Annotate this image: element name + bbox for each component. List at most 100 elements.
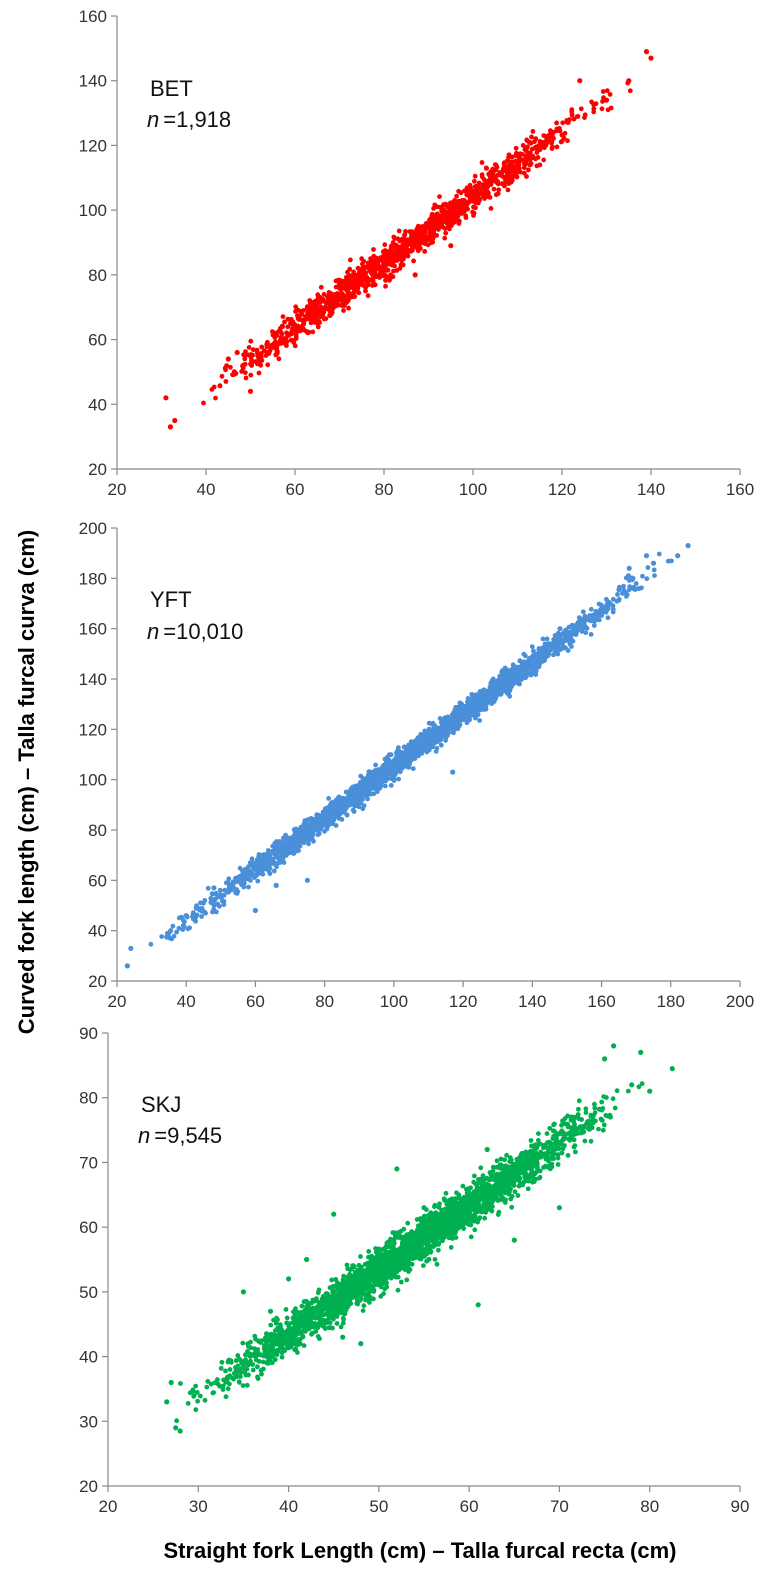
data-point <box>522 653 528 659</box>
data-point <box>308 816 314 821</box>
data-point <box>442 733 448 739</box>
data-point <box>591 623 597 628</box>
data-point <box>306 841 311 847</box>
x-tick-label: 160 <box>587 992 615 1011</box>
data-point <box>571 1144 577 1150</box>
data-point <box>396 776 401 782</box>
data-point <box>611 596 616 602</box>
data-point <box>574 114 580 119</box>
data-point <box>645 565 651 570</box>
data-point <box>181 918 186 923</box>
data-point <box>346 305 351 311</box>
data-point <box>310 304 315 310</box>
data-point <box>411 258 416 264</box>
data-point <box>557 128 563 134</box>
data-point <box>323 316 329 321</box>
y-tick-label: 30 <box>79 1412 98 1431</box>
data-point <box>328 804 334 810</box>
data-point <box>277 337 283 343</box>
data-point <box>496 181 501 187</box>
data-point <box>279 844 285 849</box>
data-point <box>285 316 291 322</box>
data-point <box>334 1321 340 1326</box>
data-point <box>610 1096 616 1102</box>
data-point <box>434 745 440 751</box>
data-point <box>356 801 361 807</box>
data-point <box>363 288 368 294</box>
data-point <box>284 343 289 348</box>
data-point <box>517 681 522 687</box>
data-point <box>605 605 611 611</box>
data-point <box>240 362 246 368</box>
data-point <box>342 293 348 299</box>
scatter-points <box>163 49 654 430</box>
x-tick-label: 80 <box>640 1497 659 1516</box>
data-point <box>532 139 537 145</box>
data-point <box>432 729 438 735</box>
data-point <box>373 762 378 768</box>
x-tick-label: 60 <box>246 992 265 1011</box>
data-point <box>259 344 265 350</box>
data-point <box>308 320 314 326</box>
data-point <box>415 224 421 229</box>
data-point <box>338 811 343 816</box>
data-point <box>299 312 305 317</box>
data-point <box>223 1368 228 1374</box>
data-point <box>458 190 464 196</box>
data-point <box>397 255 403 260</box>
data-point <box>183 913 189 919</box>
data-point <box>266 855 272 860</box>
data-point <box>225 356 231 362</box>
y-tick-label: 40 <box>88 922 107 941</box>
x-axis-title: Straight fork Length (cm) – Talla furcal… <box>163 1538 676 1563</box>
data-point <box>505 187 511 193</box>
data-point <box>404 248 409 254</box>
data-point <box>439 204 445 210</box>
data-point <box>627 88 633 94</box>
x-tick-label: 140 <box>637 480 665 499</box>
data-point <box>223 1394 229 1400</box>
data-point <box>431 724 437 730</box>
data-point <box>403 229 408 234</box>
data-point <box>474 188 480 193</box>
data-point <box>193 918 199 924</box>
data-point <box>552 648 558 654</box>
data-point <box>378 258 384 263</box>
n-symbol: n <box>147 619 159 644</box>
data-point <box>507 693 513 699</box>
data-point <box>621 583 626 589</box>
data-point <box>290 338 296 343</box>
data-point <box>510 159 515 165</box>
data-point <box>605 615 611 621</box>
data-point <box>381 252 387 258</box>
data-point <box>550 129 556 136</box>
data-point <box>293 831 299 837</box>
data-point <box>304 877 310 883</box>
data-point <box>535 155 541 160</box>
data-point <box>445 716 450 722</box>
data-point <box>476 697 482 703</box>
data-point <box>652 573 657 578</box>
data-point <box>211 885 217 891</box>
data-point <box>261 852 267 857</box>
data-point <box>543 642 548 648</box>
data-point <box>249 856 255 862</box>
data-point <box>393 766 399 771</box>
data-point <box>452 200 457 206</box>
data-point <box>422 249 428 254</box>
data-point <box>310 822 316 827</box>
data-point <box>418 246 423 252</box>
data-point <box>315 312 321 318</box>
data-point <box>600 607 606 613</box>
data-point <box>167 424 173 430</box>
data-point <box>488 206 494 211</box>
data-point <box>398 754 404 760</box>
data-point <box>490 694 496 700</box>
y-tick-label: 20 <box>88 972 107 991</box>
data-point <box>524 174 529 179</box>
data-point <box>148 941 154 947</box>
data-point <box>395 1287 401 1293</box>
data-point <box>276 850 282 855</box>
x-tick-label: 160 <box>726 480 754 499</box>
